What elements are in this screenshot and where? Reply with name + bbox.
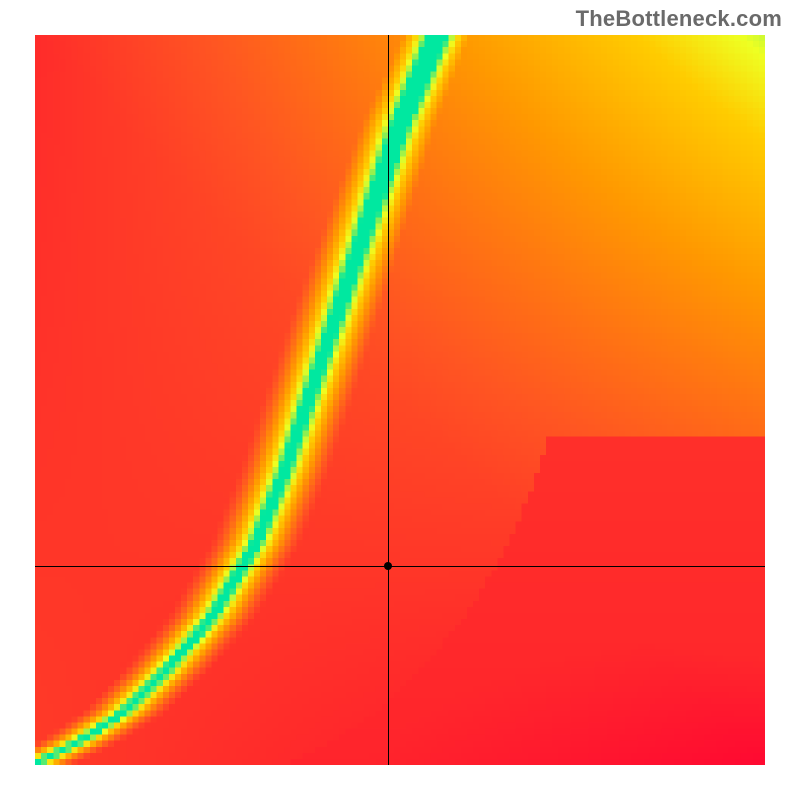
watermark-text: TheBottleneck.com xyxy=(576,6,782,32)
crosshair-horizontal xyxy=(35,566,765,567)
plot-frame xyxy=(35,35,765,765)
figure-container: TheBottleneck.com xyxy=(0,0,800,800)
crosshair-vertical xyxy=(388,35,389,765)
crosshair-marker xyxy=(384,562,392,570)
heatmap-canvas xyxy=(35,35,765,765)
